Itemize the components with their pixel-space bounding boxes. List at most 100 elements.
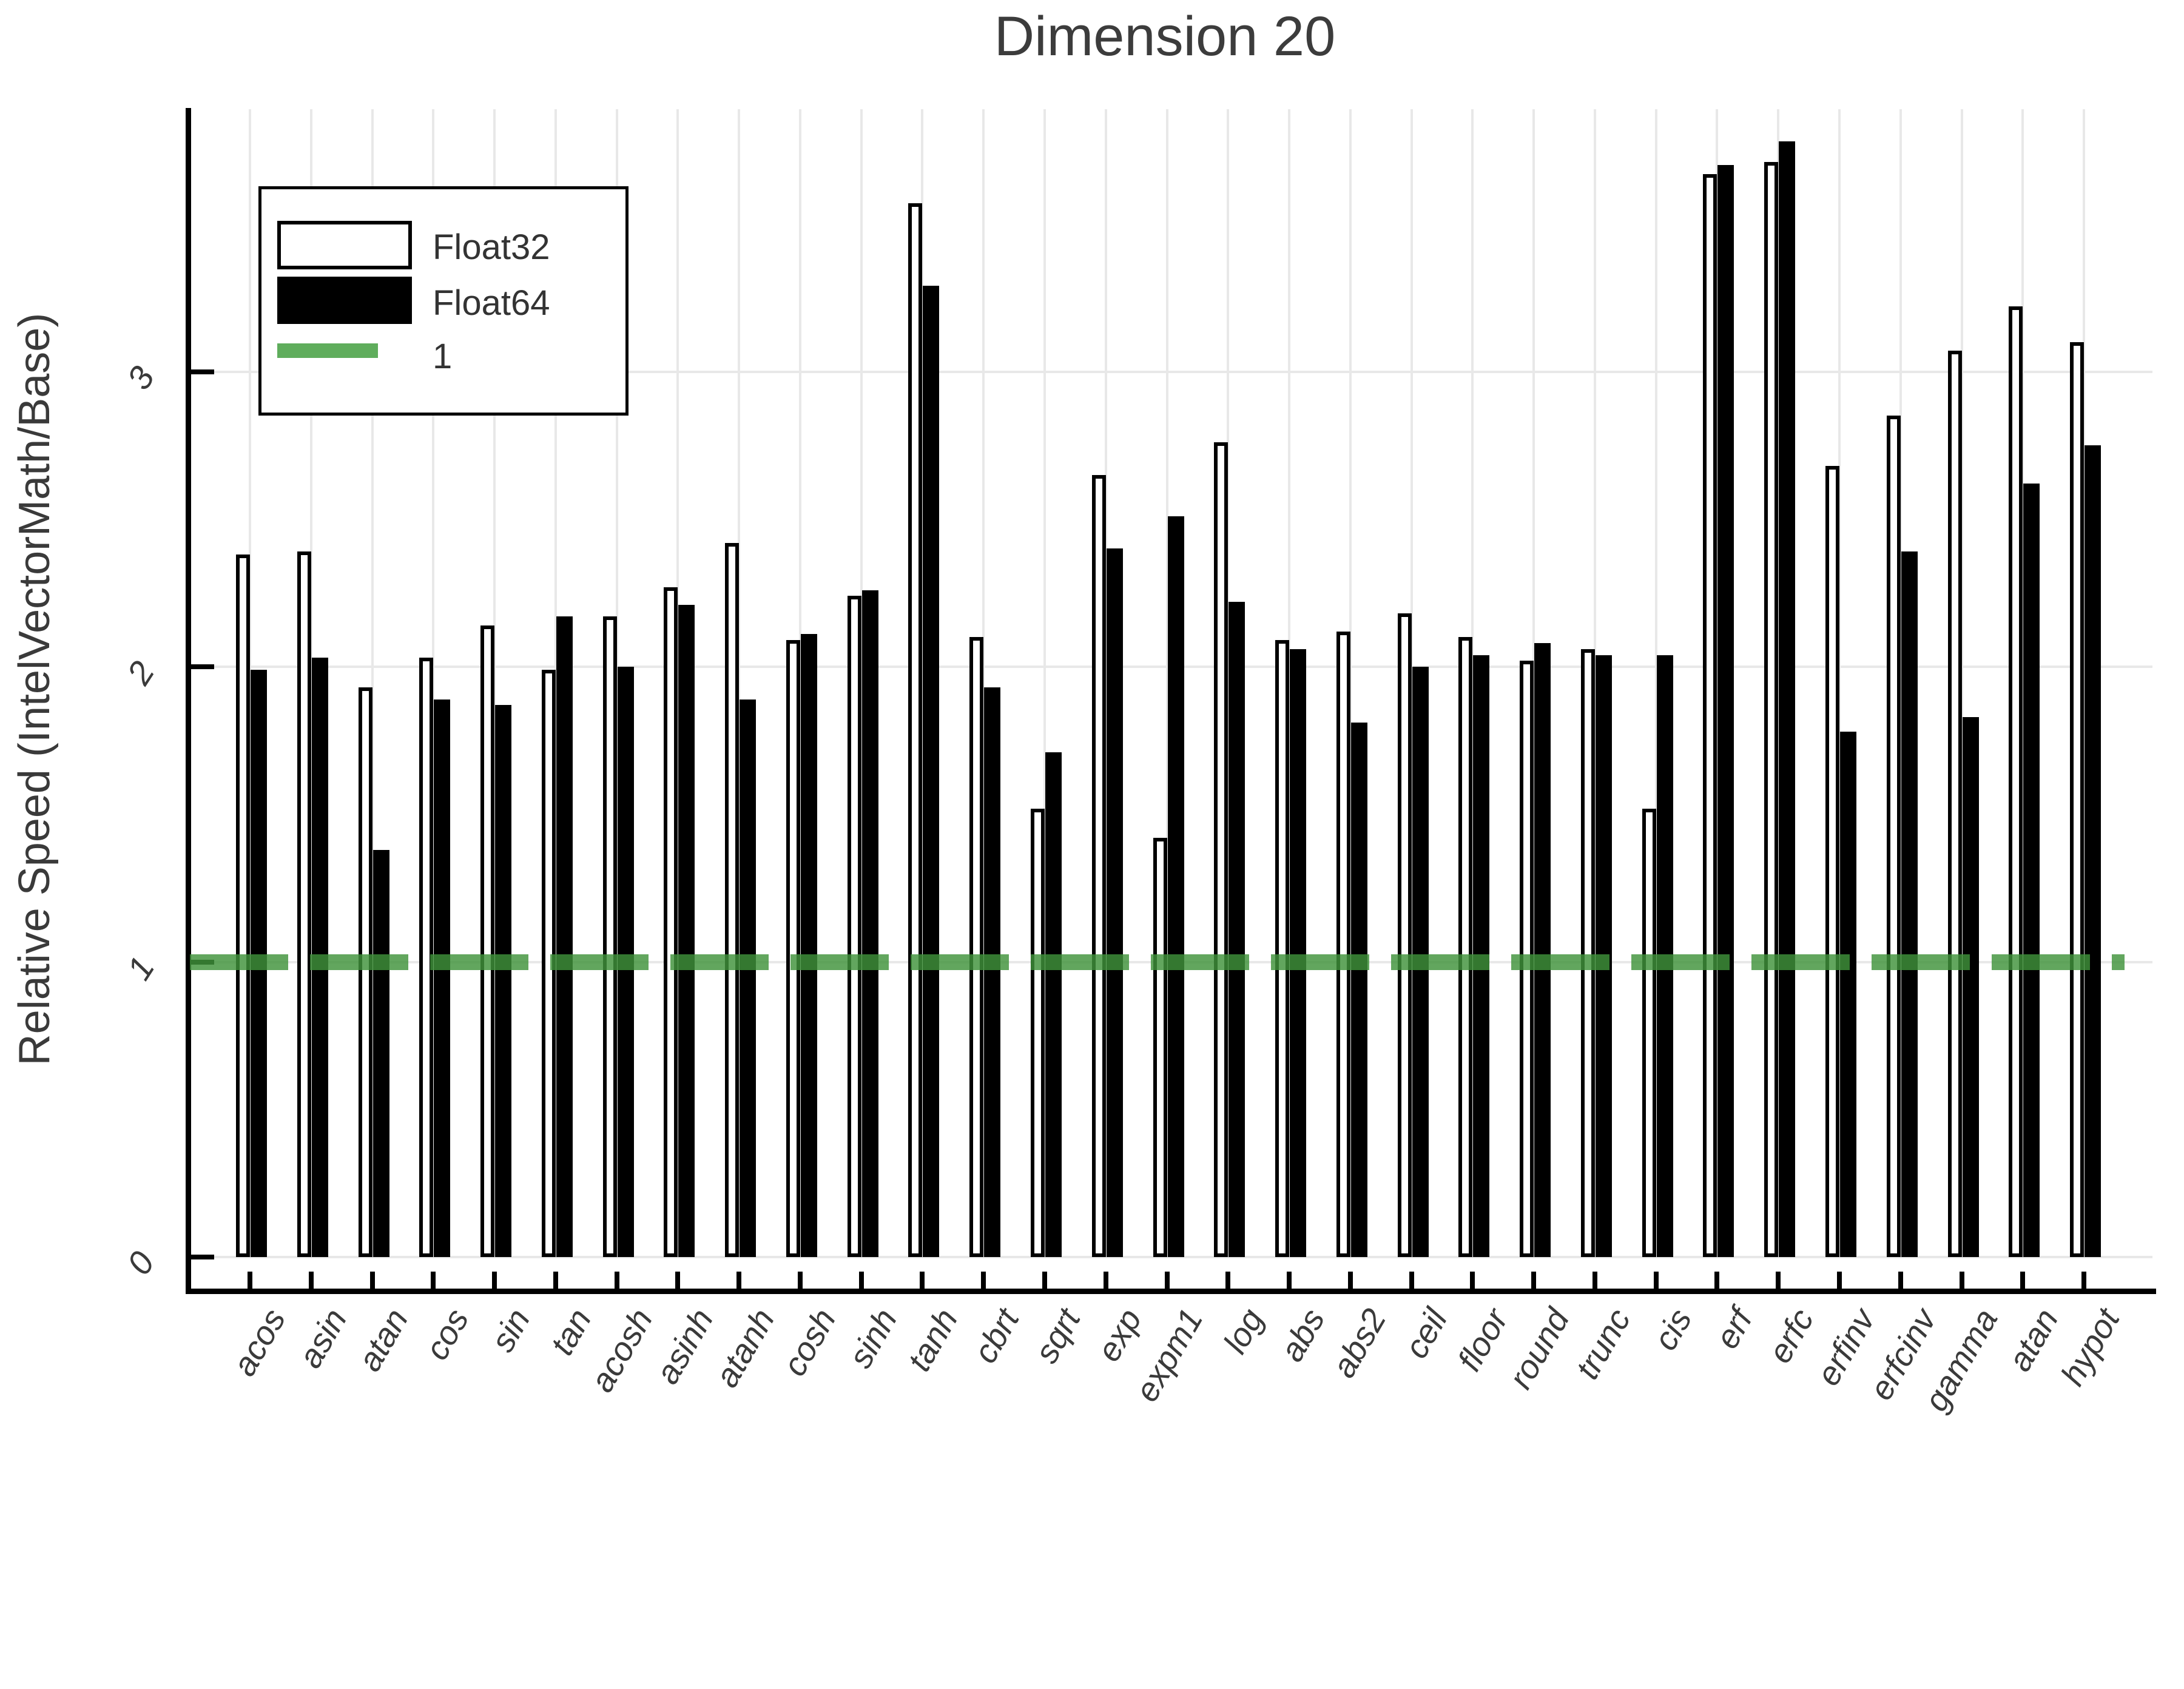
v-gridline: [310, 109, 312, 1257]
v-gridline: [1961, 109, 1963, 1257]
bar-float64-asinh: [678, 605, 695, 1257]
legend-label-float32: Float32: [433, 228, 550, 267]
bar-float32-cbrt: [969, 637, 983, 1257]
bar-float64-abs2: [1351, 723, 1367, 1257]
v-gridline: [371, 109, 374, 1257]
bar-float64-hypot: [2085, 445, 2101, 1257]
y-tick-label: 0: [119, 1244, 162, 1281]
x-tick: [431, 1272, 436, 1289]
y-axis-spine: [186, 108, 191, 1294]
y-tick-label: 3: [119, 359, 162, 396]
bar-float32-erfc: [1764, 162, 1778, 1257]
bar-float64-erfinv: [1840, 732, 1856, 1257]
bar-float64-sinh: [862, 590, 878, 1257]
reference-line-dash: [1872, 954, 1970, 970]
bar-float64-cosh: [801, 634, 817, 1257]
legend-swatch-float32: [277, 221, 412, 269]
y-tick: [191, 1255, 214, 1259]
bar-float64-atan: [2023, 484, 2040, 1257]
bar-float64-sin: [495, 705, 511, 1257]
x-tick: [2081, 1272, 2086, 1289]
v-gridline: [1594, 109, 1596, 1257]
legend-label-float64: Float64: [433, 283, 550, 323]
v-gridline: [982, 109, 985, 1257]
x-tick: [1287, 1272, 1292, 1289]
v-gridline: [1349, 109, 1352, 1257]
bar-float32-exp: [1092, 475, 1106, 1257]
v-gridline: [2083, 109, 2085, 1257]
bar-float32-trunc: [1581, 649, 1595, 1257]
chart-title: Dimension 20: [994, 5, 1336, 67]
bar-float32-sqrt: [1031, 809, 1045, 1257]
bar-float32-abs2: [1336, 632, 1350, 1257]
x-tick: [981, 1272, 986, 1289]
v-gridline: [1777, 109, 1779, 1257]
bar-float32-tanh: [908, 203, 922, 1257]
bar-float32-abs: [1275, 640, 1289, 1257]
v-gridline: [493, 109, 496, 1257]
v-gridline: [738, 109, 740, 1257]
bar-float64-round: [1534, 643, 1551, 1257]
bar-float64-abs: [1290, 649, 1306, 1257]
v-gridline: [2021, 109, 2024, 1257]
x-tick: [553, 1272, 558, 1289]
reference-line-dash: [1031, 954, 1129, 970]
bar-float32-erfcinv: [1887, 416, 1901, 1257]
reference-line-dash: [1992, 954, 2090, 970]
x-tick: [1776, 1272, 1781, 1289]
bar-float32-cis: [1642, 809, 1656, 1257]
bar-float64-exp: [1107, 548, 1123, 1257]
x-tick: [1714, 1272, 1719, 1289]
y-tick: [191, 664, 214, 669]
reference-line-dash: [790, 954, 889, 970]
v-gridline: [1227, 109, 1229, 1257]
v-gridline: [1899, 109, 1902, 1257]
bar-float32-log: [1214, 442, 1228, 1257]
x-tick: [615, 1272, 619, 1289]
v-gridline: [1532, 109, 1535, 1257]
bar-float32-ceil: [1398, 613, 1412, 1257]
bar-float32-asin: [297, 551, 311, 1257]
bar-float64-sqrt: [1045, 752, 1062, 1257]
bar-float64-erfc: [1779, 141, 1795, 1257]
x-tick: [1960, 1272, 1964, 1289]
bar-float64-erfcinv: [1901, 551, 1918, 1257]
bar-float64-atanh: [740, 700, 756, 1257]
y-tick: [191, 369, 214, 374]
x-tick: [309, 1272, 314, 1289]
reference-line-dash: [911, 954, 1009, 970]
bar-float32-erfinv: [1825, 466, 1839, 1257]
x-tick: [2020, 1272, 2025, 1289]
bar-float32-atan: [2009, 306, 2023, 1257]
x-tick: [248, 1272, 252, 1289]
reference-line-dash: [310, 954, 408, 970]
bar-float64-tan: [556, 616, 573, 1257]
v-gridline: [616, 109, 618, 1257]
bar-float32-asinh: [664, 587, 678, 1257]
bar-float64-tanh: [923, 286, 939, 1257]
bar-float64-log: [1228, 602, 1245, 1257]
x-tick: [1409, 1272, 1414, 1289]
v-gridline: [1410, 109, 1413, 1257]
v-gridline: [554, 109, 557, 1257]
v-gridline: [1838, 109, 1841, 1257]
reference-line-dash: [190, 954, 288, 970]
bar-float64-atan: [373, 850, 389, 1257]
bar-float64-erf: [1717, 165, 1734, 1257]
bar-float32-atanh: [725, 543, 739, 1257]
x-tick: [1042, 1272, 1047, 1289]
h-gridline: [189, 1256, 2152, 1258]
legend-swatch-float64: [277, 277, 412, 324]
v-gridline: [676, 109, 679, 1257]
plot-area: 0 1 2 3 acos asin atan cos sin tan acosh asinh atanh…: [119, 108, 2156, 1417]
bar-float32-sinh: [848, 596, 861, 1257]
bar-float32-sin: [480, 625, 494, 1257]
bar-float32-erf: [1703, 174, 1717, 1257]
bar-float32-acos: [236, 555, 250, 1257]
x-tick: [736, 1272, 741, 1289]
bar-float32-gamma: [1948, 351, 1962, 1257]
x-tick: [798, 1272, 803, 1289]
x-tick: [1470, 1272, 1475, 1289]
v-gridline: [1043, 109, 1046, 1257]
x-tick: [1592, 1272, 1597, 1289]
